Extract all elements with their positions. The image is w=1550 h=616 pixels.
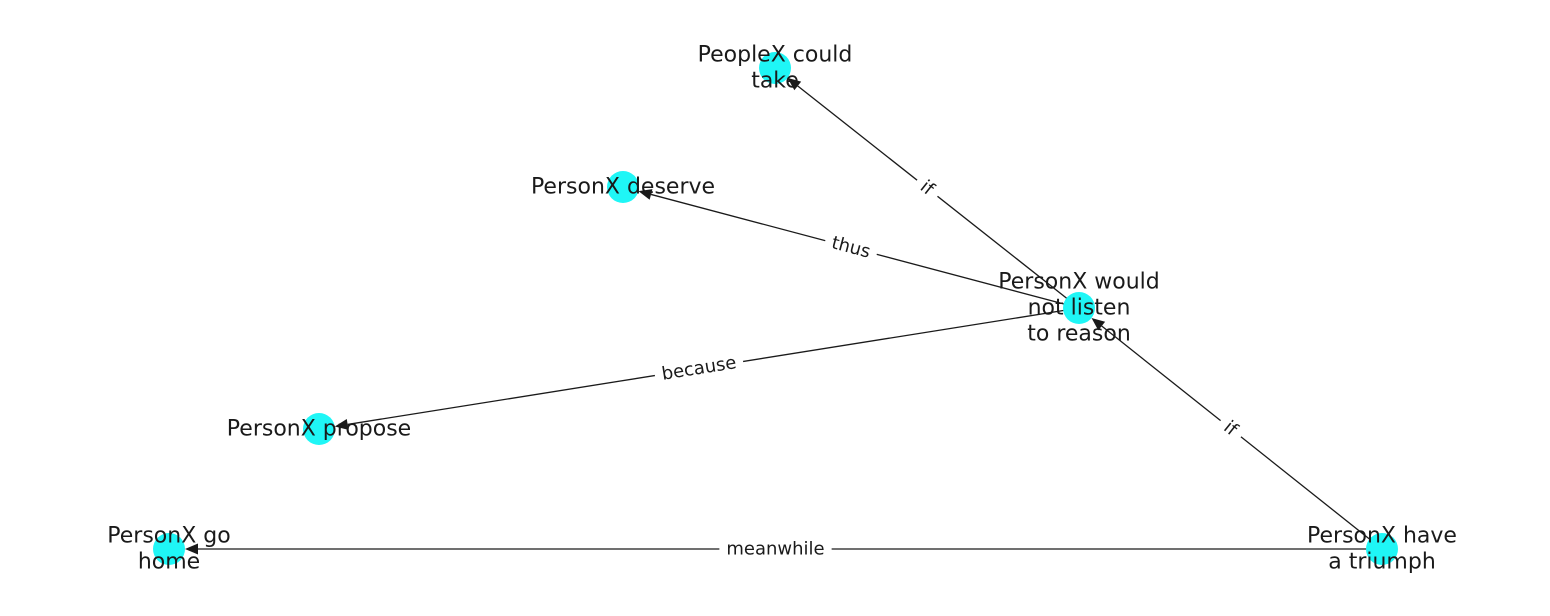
edge-line [1101,325,1383,550]
edge-label-group: if [1212,410,1249,447]
node-label: PersonX propose [227,417,411,442]
node-personx-go-home [153,533,185,565]
edge-label-background [822,228,880,267]
edge-arrowhead [787,77,802,91]
node-label: PersonX go home [107,524,230,575]
edge-arrowhead [1091,317,1106,331]
node-label: PersonX would not listen to reason [998,270,1159,347]
edges-layer [185,77,1383,555]
edge-label-background [652,349,746,388]
node-personx-deserve [607,171,639,203]
nodes-layer [153,52,1398,565]
edge-label-group: meanwhile [719,536,832,562]
edge-label-group: because [652,349,746,388]
node-labels-layer: PeopleX could take PersonX deserve PersonX … [107,43,1457,575]
edge-label-group: thus [822,228,880,267]
node-personx-propose [303,413,335,445]
edge-arrowhead [185,543,198,555]
edge-line [797,85,1080,309]
edge-label-group: if [909,170,946,207]
edge-label: thus [829,232,872,262]
node-label: PeopleX could take [698,43,853,94]
edge-arrowhead [334,419,349,430]
node-label: PersonX deserve [531,175,715,200]
edge-label-background [719,536,832,562]
node-personx-have-triumph [1366,533,1398,565]
node-label: PersonX have a triumph [1307,524,1457,575]
edge-label-background [1212,410,1249,447]
node-peoplex-could-take [759,52,791,84]
edge-arrowhead [638,189,653,200]
edge-labels-layer: if thus because if meanwhile [652,170,1249,562]
edge-label: meanwhile [726,539,824,560]
edge-label-background [909,170,946,207]
node-personx-would-not-listen [1063,292,1095,324]
